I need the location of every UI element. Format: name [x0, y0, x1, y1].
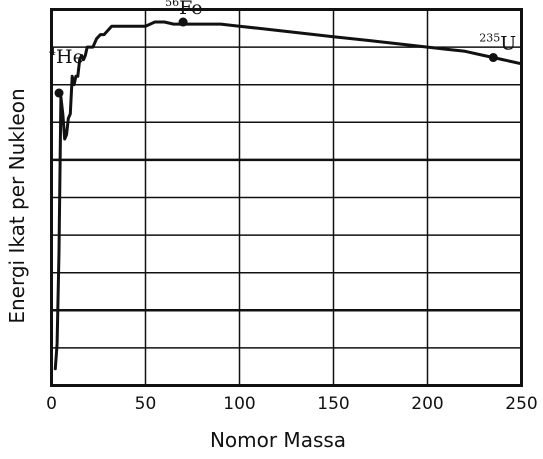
grid-lines [50, 9, 523, 386]
annotations: 4He 56Fe 235U [49, 0, 516, 98]
annotation-label: 235U [479, 32, 516, 55]
annotation-element: He [56, 46, 84, 68]
x-tick-label: 250 [505, 394, 537, 414]
plot-frame [50, 8, 523, 387]
x-axis-title: Nomor Massa [210, 428, 346, 452]
x-tick-label: 200 [411, 394, 443, 414]
x-tick-label: 150 [317, 394, 349, 414]
annotation-label: 56Fe [165, 0, 202, 19]
annotation-element: U [500, 33, 516, 55]
annotation-element: Fe [179, 0, 202, 19]
x-axis-tick-labels: 0 50 100 150 200 250 [46, 394, 538, 414]
annotation-mass-number: 235 [479, 32, 500, 45]
annotation-mass-number: 56 [165, 0, 179, 9]
series-line [53, 20, 523, 371]
annotation-point [54, 88, 64, 98]
x-tick-label: 50 [135, 394, 157, 414]
x-tick-label: 100 [223, 394, 255, 414]
x-tick-label: 0 [46, 394, 57, 414]
annotation-label: 4He [49, 45, 84, 68]
y-axis-title: Energi Ikat per Nukleon [5, 88, 29, 323]
annotation-mass-number: 4 [49, 45, 56, 58]
annotation-point [178, 17, 188, 27]
annotation-point [488, 53, 498, 63]
